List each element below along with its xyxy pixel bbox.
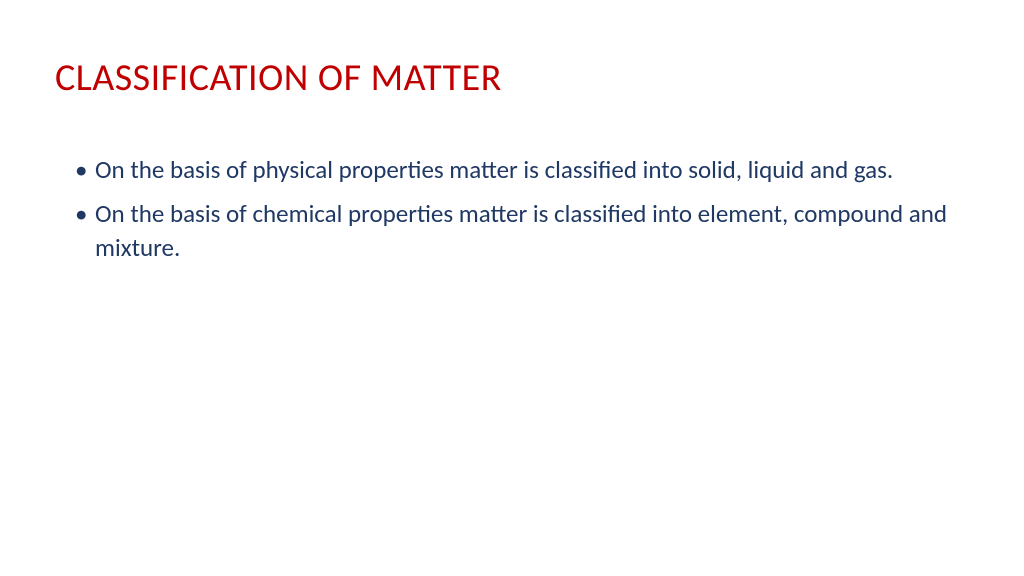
slide-title: CLASSIFICATION OF MATTER bbox=[55, 55, 969, 101]
list-item: On the basis of chemical properties matt… bbox=[75, 197, 969, 265]
bullet-list: On the basis of physical properties matt… bbox=[55, 153, 969, 264]
list-item: On the basis of physical properties matt… bbox=[75, 153, 969, 187]
slide-container: CLASSIFICATION OF MATTER On the basis of… bbox=[0, 0, 1024, 576]
